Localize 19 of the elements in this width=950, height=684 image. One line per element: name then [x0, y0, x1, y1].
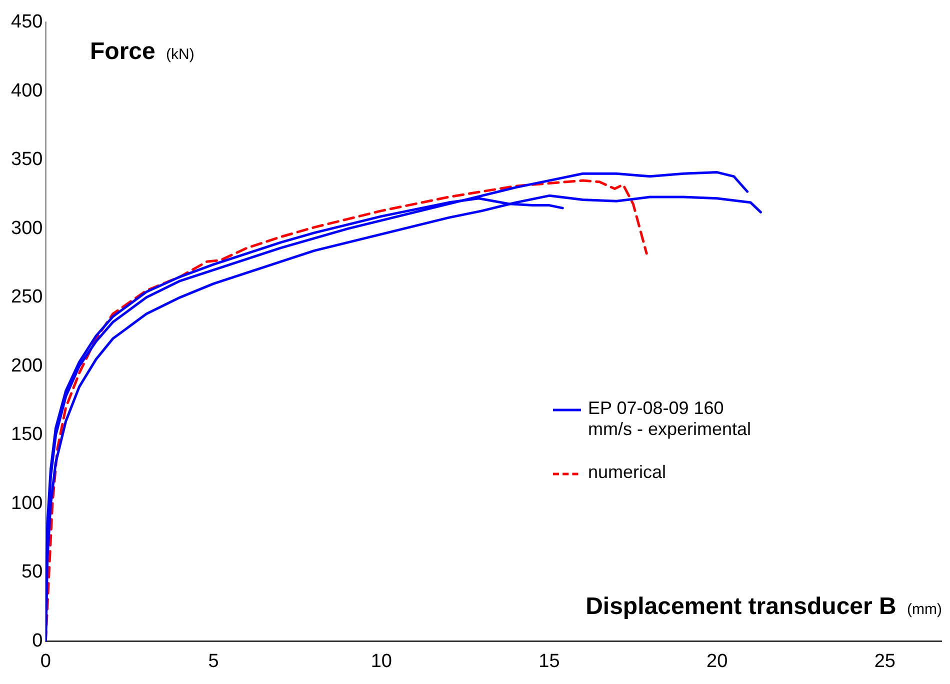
- y-tick-label: 350: [11, 149, 43, 170]
- x-tick-label: 20: [706, 650, 728, 672]
- y-tick-label: 0: [32, 630, 43, 652]
- y-tick-label: 200: [11, 355, 43, 376]
- legend-label: EP 07-08-09 160 mm/s - experimental: [588, 398, 752, 440]
- x-tick-label: 5: [208, 650, 219, 672]
- x-tick-label: 10: [370, 650, 392, 672]
- x-tick-label: 25: [874, 650, 896, 672]
- y-tick-label: 100: [11, 492, 43, 514]
- x-tick-label: 15: [538, 650, 560, 672]
- y-tick-label: 250: [11, 286, 43, 308]
- y-tick-label: 400: [11, 80, 43, 102]
- y-axis-title: Force (kN): [90, 38, 194, 65]
- x-axis-title: Displacement transducer B (mm): [586, 593, 942, 620]
- y-tick-label: 50: [22, 562, 43, 583]
- y-tick-label: 150: [11, 424, 43, 446]
- y-tick-label: 300: [11, 218, 43, 239]
- legend-label: numerical: [588, 462, 666, 483]
- y-tick-label: 450: [11, 12, 43, 33]
